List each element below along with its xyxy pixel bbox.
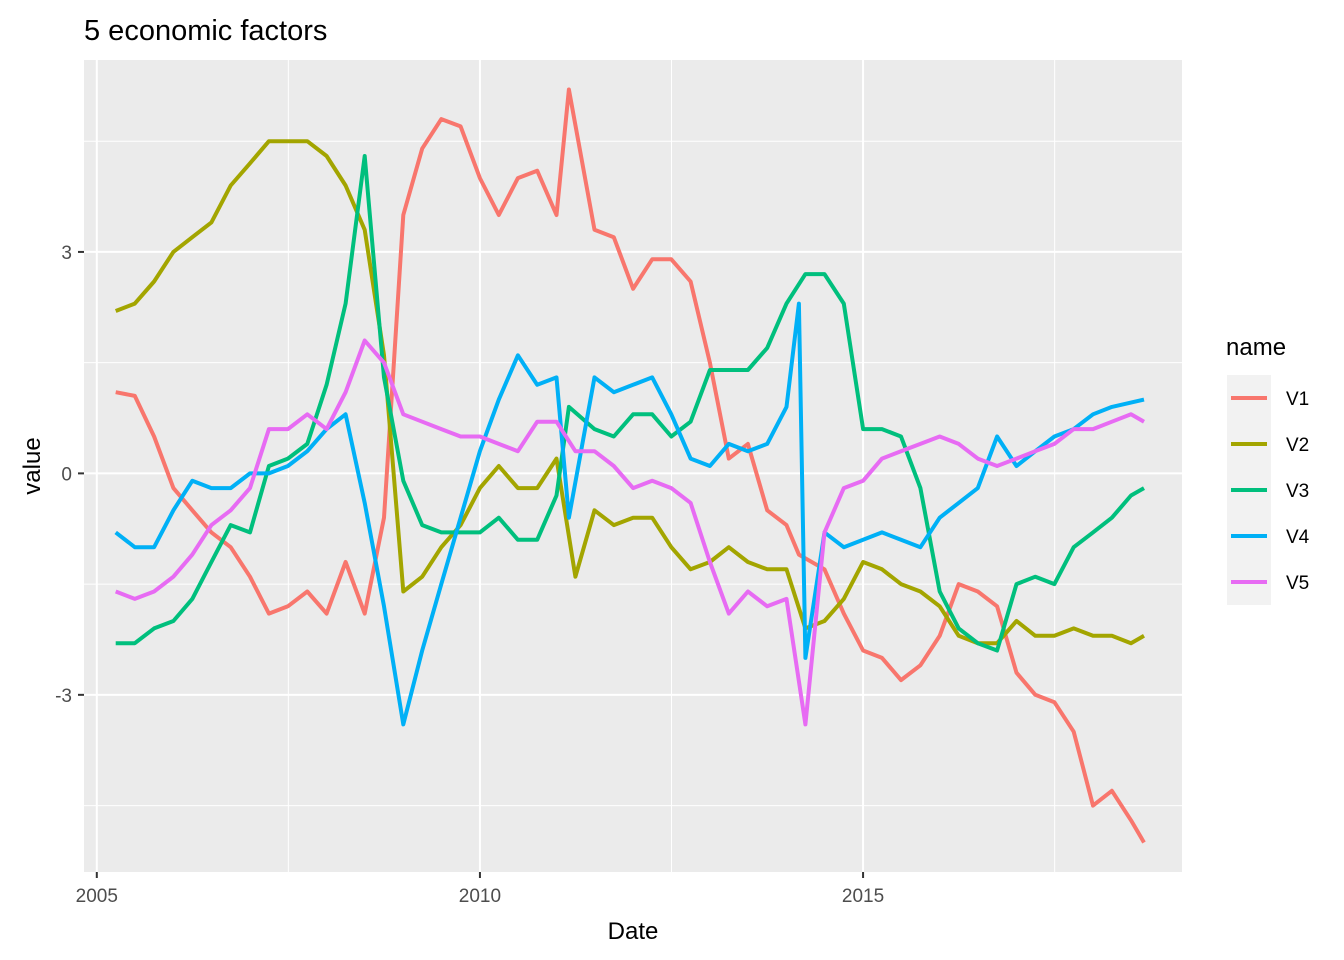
y-tick-label: 0	[61, 464, 72, 485]
series-line-v3	[115, 154, 1145, 653]
x-tick-label: 2015	[842, 886, 884, 907]
grid-minor	[84, 60, 1182, 872]
y-tick-label: -3	[55, 686, 72, 707]
series-line-v1	[115, 87, 1146, 844]
y-axis-title: value	[19, 437, 46, 494]
series-line-v5	[114, 338, 1145, 727]
y-tick-label: 3	[61, 243, 72, 264]
x-axis: 2005 2010 2015	[76, 872, 884, 907]
x-tick-label: 2010	[459, 886, 501, 907]
x-tick-label: 2005	[76, 886, 118, 907]
legend-title: name	[1226, 334, 1286, 361]
chart-title: 5 economic factors	[84, 15, 327, 47]
legend-label: V4	[1286, 527, 1310, 548]
legend-label: V5	[1286, 573, 1309, 594]
y-axis: -3 0 3	[55, 243, 84, 707]
legend-label: V3	[1286, 481, 1309, 502]
legend-label: V2	[1286, 435, 1309, 456]
series-lines	[114, 87, 1146, 844]
grid-major	[84, 60, 1182, 872]
legend: name V1 V2 V3 V4 V5	[1226, 334, 1310, 605]
x-axis-title: Date	[608, 918, 659, 945]
series-line-v4	[114, 301, 1145, 727]
legend-label: V1	[1286, 389, 1309, 410]
